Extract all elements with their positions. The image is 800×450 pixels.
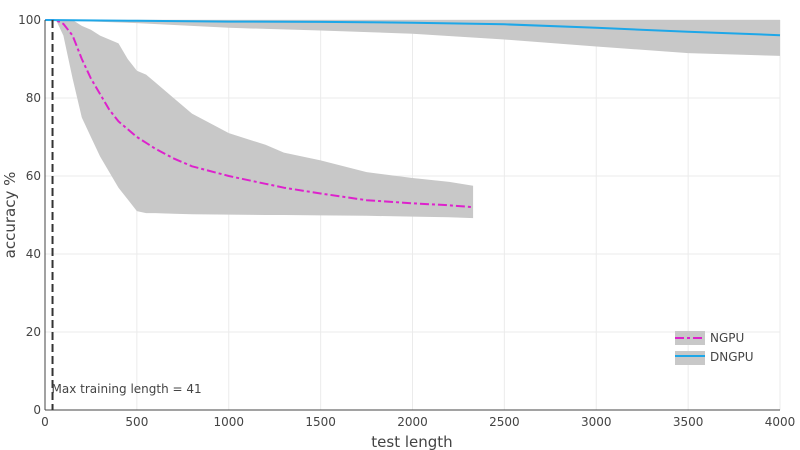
x-tick-label: 500 <box>125 415 148 429</box>
y-tick-label: 60 <box>26 169 41 183</box>
y-tick-label: 40 <box>26 247 41 261</box>
band-dngpu <box>45 20 780 56</box>
line-dngpu <box>45 19 781 37</box>
legend-item-ngpu[interactable]: NGPU <box>675 331 744 345</box>
x-tick-label: 4000 <box>765 415 796 429</box>
series-lines <box>45 19 781 209</box>
y-tick-label: 80 <box>26 91 41 105</box>
y-axis-label: accuracy % <box>1 172 19 259</box>
band-ngpu <box>45 20 474 219</box>
x-tick-label: 1500 <box>305 415 336 429</box>
x-axis-label: test length <box>371 433 452 450</box>
y-tick-label: 100 <box>18 13 41 27</box>
tick-labels: 0 500 1000 1500 2000 2500 3000 3500 4000 0 20 40 60 8… <box>18 13 795 429</box>
x-tick-label: 2000 <box>397 415 428 429</box>
y-tick-label: 0 <box>33 403 41 417</box>
axes <box>44 20 780 411</box>
x-tick-label: 3500 <box>673 415 704 429</box>
annotation-group: Max training length = 41 <box>51 20 202 410</box>
x-tick-label: 0 <box>41 415 49 429</box>
legend-swatch-dngpu <box>675 351 705 365</box>
legend-item-dngpu[interactable]: DNGPU <box>675 350 754 365</box>
legend-label-dngpu: DNGPU <box>710 350 754 364</box>
x-tick-label: 1000 <box>213 415 244 429</box>
y-tick-label: 20 <box>26 325 41 339</box>
legend: NGPU DNGPU <box>675 331 754 365</box>
legend-label-ngpu: NGPU <box>710 331 744 345</box>
confidence-bands <box>45 20 780 219</box>
max-training-length-label: Max training length = 41 <box>52 382 202 396</box>
x-tick-label: 3000 <box>581 415 612 429</box>
line-ngpu <box>45 19 474 209</box>
x-tick-label: 2500 <box>489 415 520 429</box>
